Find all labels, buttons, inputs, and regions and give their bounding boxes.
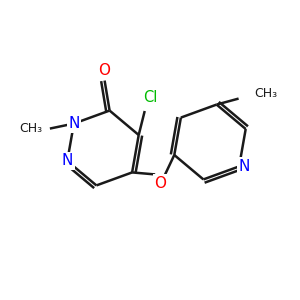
Text: N: N: [68, 116, 80, 131]
Text: N: N: [61, 154, 73, 169]
Text: O: O: [99, 63, 111, 78]
Text: Cl: Cl: [143, 89, 158, 104]
Text: CH₃: CH₃: [19, 122, 42, 135]
Text: CH₃: CH₃: [255, 87, 278, 100]
Text: O: O: [154, 176, 166, 191]
Text: N: N: [238, 159, 250, 174]
